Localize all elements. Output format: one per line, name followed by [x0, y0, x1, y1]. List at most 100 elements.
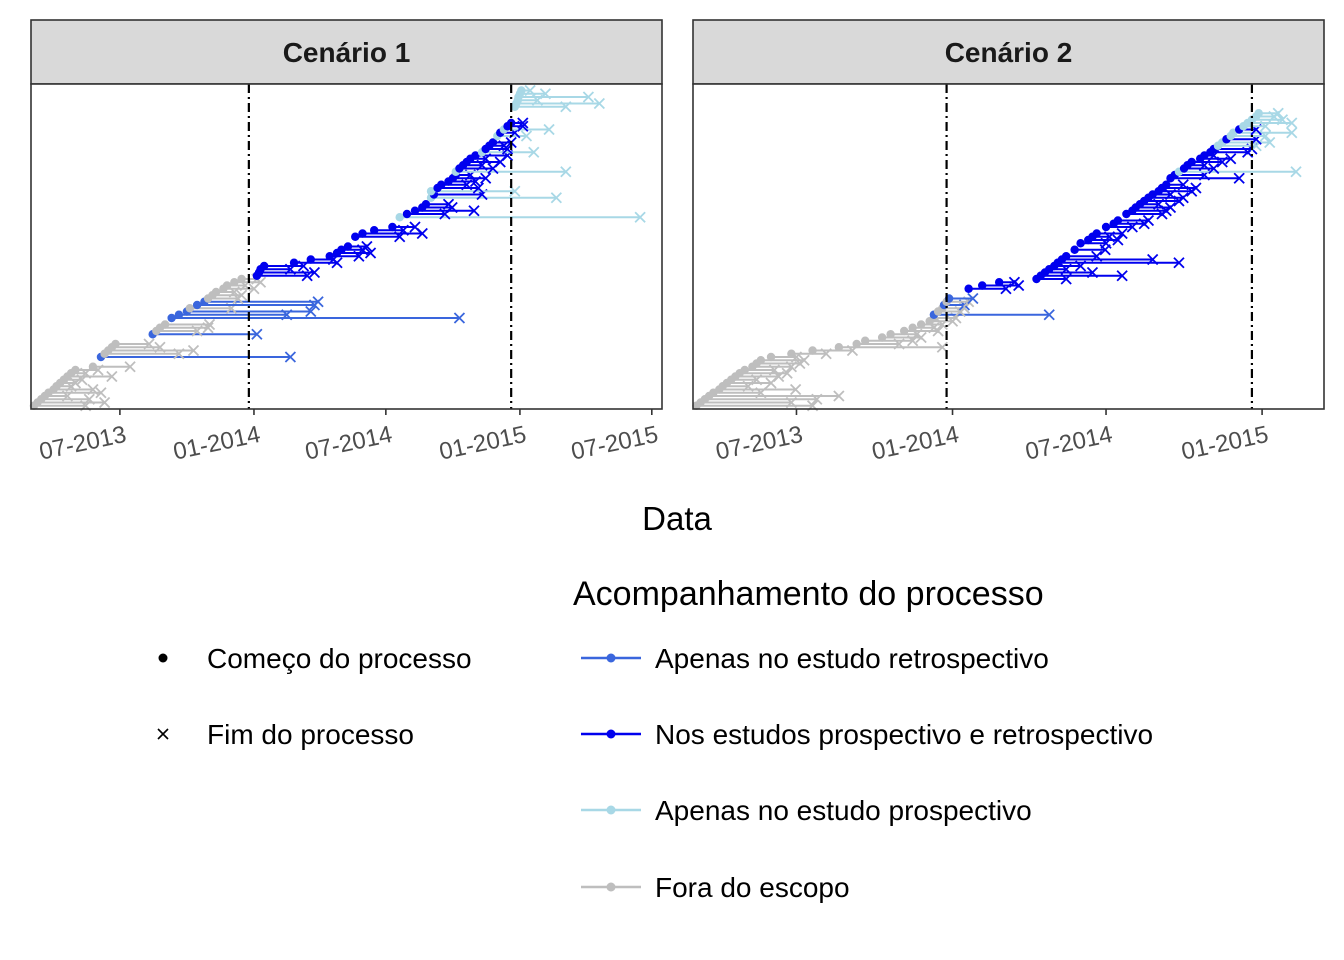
panel-1: Cenário 1 07-2013 01-2014 07-2014 01-2015 07-… [29, 19, 663, 466]
process-start-point [740, 365, 749, 375]
process-end-mark [1043, 309, 1055, 321]
facet-strip [30, 19, 663, 85]
process-start-point [834, 343, 844, 352]
legend-color-label: Nos estudos prospectivo e retrospectivo [655, 719, 1153, 750]
process-end-mark [1190, 182, 1202, 194]
process-end-mark [1264, 136, 1276, 149]
process-end-mark [520, 130, 533, 142]
process-end-mark [1086, 266, 1099, 279]
facet-strip [692, 19, 1325, 85]
process-end-mark [634, 211, 646, 223]
process-start-point [160, 320, 170, 329]
process-start-point [71, 365, 80, 375]
process-start-point [1061, 252, 1071, 261]
legend: Acompanhamento do processo Começo do proc… [157, 575, 1153, 903]
x-tick-label: 01-2015 [1179, 421, 1271, 466]
process-start-point [916, 320, 926, 329]
process-end-mark [453, 312, 466, 324]
x-tick-label: 01-2015 [437, 421, 529, 466]
process-end-mark [550, 192, 562, 204]
process-start-point [517, 86, 526, 95]
process-start-point [1187, 157, 1196, 167]
process-start-point [1101, 222, 1111, 232]
process-end-mark [1173, 257, 1185, 269]
process-start-point [756, 356, 766, 365]
process-end-mark [1142, 214, 1155, 227]
legend-color-point [606, 653, 616, 663]
x-tick-label: 01-2014 [869, 421, 961, 466]
process-end-mark [1233, 172, 1245, 184]
process-end-mark [1112, 234, 1124, 246]
process-start-point [337, 245, 346, 254]
process-start-point [1076, 239, 1085, 248]
process-end-mark [1272, 107, 1284, 119]
legend-shape-label: Começo do processo [207, 643, 472, 674]
legend-color-point [606, 729, 616, 739]
panel-border [30, 83, 663, 410]
legend-color-point [606, 882, 616, 892]
process-end-mark [284, 351, 297, 363]
process-start-point [185, 304, 195, 313]
process-end-mark [409, 221, 421, 233]
process-start-point [88, 362, 98, 371]
facet-title: Cenário 1 [283, 37, 411, 68]
process-end-mark [1177, 192, 1189, 204]
process-end-mark [95, 387, 107, 399]
process-start-point [237, 274, 246, 284]
x-tick-label: 07-2014 [1023, 421, 1115, 466]
process-end-mark [98, 396, 111, 409]
process-start-point [471, 151, 480, 160]
process-start-point [766, 352, 776, 362]
data-layer [692, 107, 1302, 412]
process-end-mark [1008, 276, 1021, 288]
process-end-mark [543, 123, 555, 136]
process-start-point [877, 333, 887, 342]
process-end-mark [1286, 117, 1298, 129]
process-start-point [808, 346, 817, 355]
legend-color-point [606, 805, 616, 815]
panel-border [692, 83, 1325, 410]
process-end-mark [1290, 166, 1302, 178]
process-start-point [978, 281, 987, 290]
process-end-mark [468, 205, 480, 217]
process-start-point [192, 300, 202, 310]
process-start-point [852, 339, 861, 349]
x-tick-label: 01-2014 [171, 421, 263, 466]
legend-title: Acompanhamento do processo [573, 575, 1044, 613]
process-start-point [369, 226, 379, 235]
process-end-mark [539, 88, 552, 100]
process-start-point [421, 200, 431, 209]
process-start-point [426, 187, 436, 196]
process-end-mark [1147, 253, 1159, 266]
process-end-mark [593, 97, 605, 110]
process-end-mark [364, 247, 377, 259]
facet-title: Cenário 2 [945, 37, 1073, 68]
process-start-point [899, 326, 909, 336]
data-layer [29, 84, 646, 412]
process-start-point [860, 336, 870, 345]
legend-color-label: Apenas no estudo retrospectivo [655, 643, 1049, 674]
x-tick-label: 07-2015 [569, 421, 661, 466]
process-start-point [174, 310, 184, 319]
process-start-point [402, 209, 412, 219]
process-start-point [1162, 180, 1171, 189]
process-start-point [306, 255, 315, 264]
process-end-mark [187, 344, 200, 357]
process-end-mark [1276, 114, 1289, 126]
process-start-point [388, 222, 397, 232]
process-end-mark [442, 198, 455, 210]
process-start-point [343, 242, 353, 251]
process-start-point [222, 281, 232, 290]
x-tick-label: 07-2014 [303, 421, 395, 466]
process-start-point [358, 229, 367, 238]
process-start-point [211, 287, 221, 297]
process-end-mark [305, 305, 317, 318]
process-end-mark [83, 393, 95, 405]
process-start-point [395, 213, 404, 222]
process-end-mark [1225, 153, 1237, 165]
process-start-point [1113, 216, 1123, 225]
process-start-point [351, 232, 360, 241]
x-axis-label: Data [642, 500, 712, 537]
process-end-mark [1091, 250, 1103, 262]
facet-panels: Cenário 1 07-2013 01-2014 07-2014 01-2015 07-… [29, 19, 1325, 466]
